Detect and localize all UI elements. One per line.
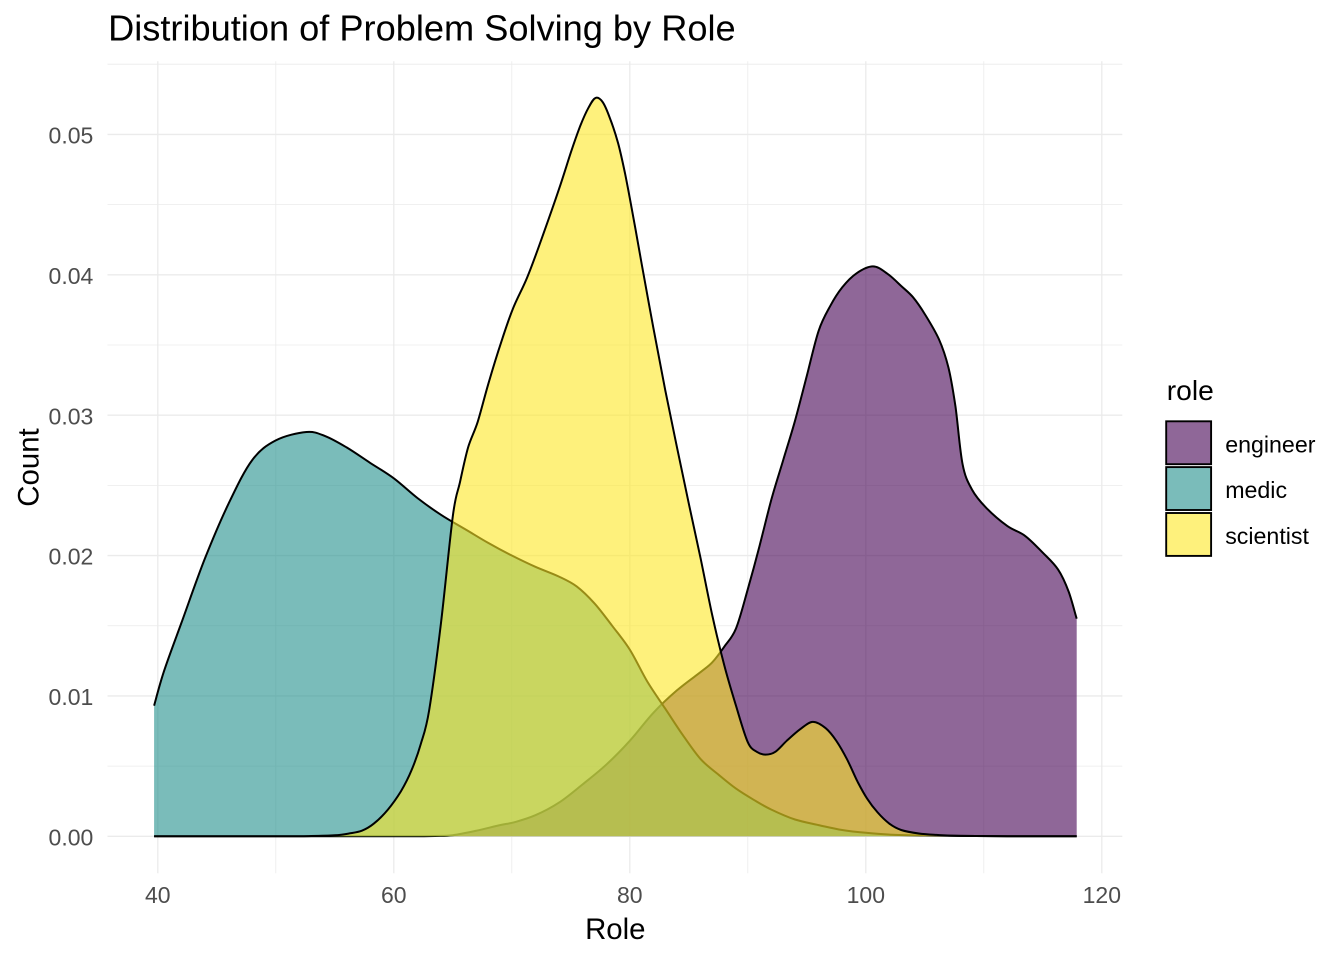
svg-text:60: 60 xyxy=(381,882,407,908)
svg-text:role: role xyxy=(1167,374,1214,406)
svg-text:0.05: 0.05 xyxy=(49,123,94,149)
svg-text:40: 40 xyxy=(145,882,171,908)
svg-text:Distribution of Problem Solvin: Distribution of Problem Solving by Role xyxy=(108,8,736,49)
svg-text:Role: Role xyxy=(585,913,645,946)
svg-text:0.02: 0.02 xyxy=(49,544,94,570)
svg-text:0.00: 0.00 xyxy=(49,824,94,850)
svg-text:0.04: 0.04 xyxy=(49,263,94,289)
svg-text:0.01: 0.01 xyxy=(49,684,94,710)
svg-text:120: 120 xyxy=(1083,882,1121,908)
svg-text:scientist: scientist xyxy=(1225,523,1309,549)
svg-text:medic: medic xyxy=(1225,477,1287,503)
svg-text:80: 80 xyxy=(617,882,643,908)
svg-text:100: 100 xyxy=(847,882,885,908)
svg-text:Count: Count xyxy=(12,428,45,506)
svg-text:0.03: 0.03 xyxy=(49,403,94,429)
svg-text:engineer: engineer xyxy=(1225,431,1316,457)
